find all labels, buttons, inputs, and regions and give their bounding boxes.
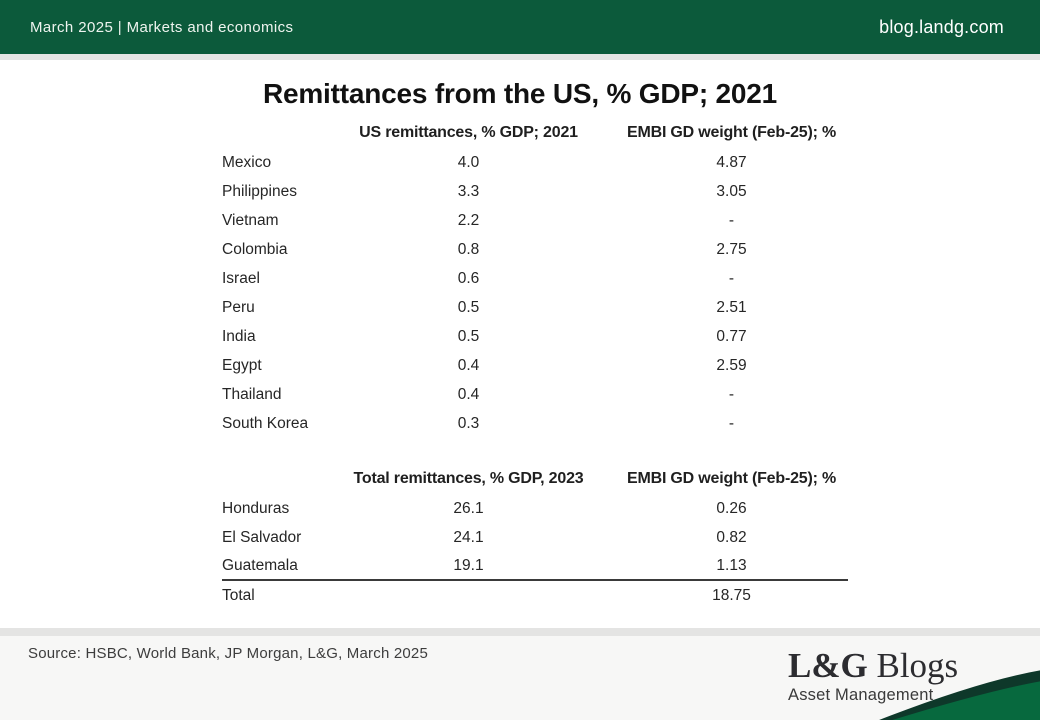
embi-cell: 3.05 <box>716 182 747 200</box>
country-cell: Egypt <box>222 356 262 374</box>
embi-cell: 2.59 <box>716 356 747 374</box>
country-cell: Vietnam <box>222 211 279 229</box>
logo-blogs-text: Blogs <box>867 646 959 685</box>
total-value-cell <box>352 581 585 610</box>
value-cell: 0.4 <box>457 385 480 403</box>
header-site-link[interactable]: blog.landg.com <box>879 16 1004 37</box>
footer-divider <box>0 628 1040 636</box>
country-cell: Honduras <box>222 499 290 517</box>
source-attribution: Source: HSBC, World Bank, JP Morgan, L&G… <box>28 645 429 662</box>
brand-logo: L&G Blogs Asset Management <box>788 648 958 704</box>
value-cell: 19.1 <box>352 552 585 581</box>
column-header-embi-weight: EMBI GD weight (Feb-25); % <box>626 469 837 487</box>
header-divider <box>0 54 1040 60</box>
embi-cell: 1.13 <box>585 552 848 581</box>
embi-cell: 4.87 <box>716 153 747 171</box>
country-cell: Colombia <box>222 240 288 258</box>
column-header-us-remittances: US remittances, % GDP; 2021 <box>359 123 578 141</box>
country-cell: Guatemala <box>222 552 352 581</box>
header-bar: March 2025 | Markets and economics blog.… <box>0 0 1040 54</box>
value-cell: 0.3 <box>457 414 480 432</box>
value-cell: 0.5 <box>457 298 480 316</box>
embi-cell: 2.75 <box>716 240 747 258</box>
column-header-country <box>222 463 352 494</box>
value-cell: 0.4 <box>457 356 480 374</box>
country-cell: Mexico <box>222 153 272 171</box>
value-cell: 0.5 <box>457 327 480 345</box>
country-cell: El Salvador <box>222 528 302 546</box>
embi-cell: 2.51 <box>716 298 747 316</box>
value-cell: 0.6 <box>457 269 480 287</box>
total-remittances-table: Total remittances, % GDP, 2023 EMBI GD w… <box>222 463 848 610</box>
embi-cell: 0.26 <box>716 499 747 517</box>
country-cell: India <box>222 327 256 345</box>
header-edition-label: March 2025 | Markets and economics <box>30 18 294 36</box>
value-cell: 0.8 <box>457 240 480 258</box>
country-cell: Peru <box>222 298 255 316</box>
logo-lg-text: L&G <box>788 646 868 685</box>
country-cell: Philippines <box>222 182 297 200</box>
brand-swoosh-graphic <box>879 670 1040 720</box>
value-cell: 3.3 <box>457 182 480 200</box>
embi-cell: - <box>728 211 735 229</box>
country-cell: South Korea <box>222 414 309 432</box>
column-header-embi-weight: EMBI GD weight (Feb-25); % <box>626 123 837 141</box>
country-cell: Israel <box>222 269 260 287</box>
logo-wordmark: L&G Blogs <box>788 648 958 683</box>
embi-cell: 0.82 <box>716 528 747 546</box>
value-cell: 26.1 <box>453 499 484 517</box>
embi-cell: 0.77 <box>716 327 747 345</box>
embi-cell: - <box>728 414 735 432</box>
value-cell: 4.0 <box>457 153 480 171</box>
value-cell: 24.1 <box>453 528 484 546</box>
column-header-total-remittances: Total remittances, % GDP, 2023 <box>353 469 584 487</box>
value-cell: 2.2 <box>457 211 480 229</box>
footer-bar: Source: HSBC, World Bank, JP Morgan, L&G… <box>0 636 1040 720</box>
embi-cell: - <box>728 385 735 403</box>
column-header-country <box>222 117 352 148</box>
embi-cell: - <box>728 269 735 287</box>
us-remittances-table: US remittances, % GDP; 2021 EMBI GD weig… <box>222 117 848 438</box>
logo-subtitle: Asset Management <box>788 686 934 704</box>
total-embi-cell: 18.75 <box>712 586 751 604</box>
country-cell: Thailand <box>222 385 282 403</box>
total-label-cell: Total <box>222 586 255 604</box>
page-title: Remittances from the US, % GDP; 2021 <box>262 78 778 109</box>
